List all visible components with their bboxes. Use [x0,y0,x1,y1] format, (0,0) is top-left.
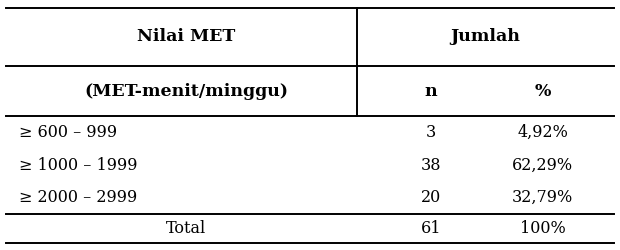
Text: 100%: 100% [520,220,565,236]
Text: %: % [534,83,551,100]
Text: Nilai MET: Nilai MET [137,28,235,46]
Text: n: n [425,83,437,100]
Text: 62,29%: 62,29% [512,156,573,174]
Text: ≥ 600 – 999: ≥ 600 – 999 [19,124,117,141]
Text: ≥ 1000 – 1999: ≥ 1000 – 1999 [19,156,137,174]
Text: 61: 61 [420,220,441,236]
Text: ≥ 2000 – 2999: ≥ 2000 – 2999 [19,189,137,206]
Text: 38: 38 [420,156,441,174]
Text: (MET-menit/minggu): (MET-menit/minggu) [84,83,288,100]
Text: Jumlah: Jumlah [450,28,520,46]
Text: 20: 20 [421,189,441,206]
Text: 3: 3 [426,124,436,141]
Text: 32,79%: 32,79% [512,189,573,206]
Text: 4,92%: 4,92% [517,124,568,141]
Text: Total: Total [166,220,206,236]
